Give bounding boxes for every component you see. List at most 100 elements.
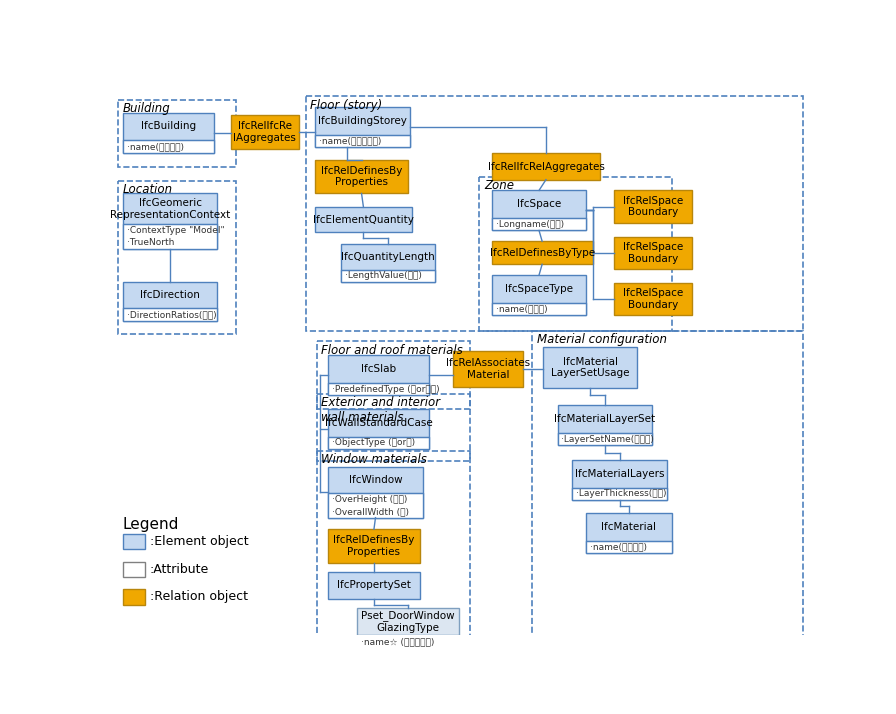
Bar [123,282,218,321]
Bar [306,96,804,331]
Text: Material configuration: Material configuration [537,333,667,346]
Text: ·LengthValue(階高): ·LengthValue(階高) [344,271,421,281]
Text: Legend: Legend [123,517,179,532]
Bar [573,460,667,500]
Bar [315,160,408,193]
Bar [123,561,144,577]
Text: :Attribute: :Attribute [150,563,210,575]
Bar [315,107,409,147]
Bar [357,635,460,648]
Bar [573,488,667,500]
Bar [328,355,429,396]
Text: IfcBuilding: IfcBuilding [141,121,196,131]
Text: IfcWindow: IfcWindow [349,475,402,485]
Text: :Relation object: :Relation object [150,590,248,603]
Text: Window materials: Window materials [322,453,427,466]
Bar [315,207,412,232]
Text: IfcRelIfcRe
IAggregates: IfcRelIfcRe IAggregates [233,121,296,143]
Text: Zone: Zone [484,178,514,192]
Bar [123,224,218,249]
Text: IfcQuantityLength: IfcQuantityLength [341,251,435,261]
Text: IfcRelDefinesBy
Properties: IfcRelDefinesBy Properties [333,536,415,557]
Text: IfcRelSpace
Boundary: IfcRelSpace Boundary [623,242,683,263]
Bar [123,141,214,153]
Bar [492,303,586,315]
Text: IfcWallStandardCase: IfcWallStandardCase [324,418,433,428]
Text: ·name(フロア名称): ·name(フロア名称) [319,136,382,146]
Text: Location: Location [123,183,173,196]
Text: IfcMaterial: IfcMaterial [601,522,657,532]
Bar [328,467,423,518]
Bar [123,193,218,249]
Text: ·name(建物名称): ·name(建物名称) [126,142,184,151]
Text: IfcMaterialLayerSet: IfcMaterialLayerSet [555,414,656,424]
Text: Pset_DoorWindow
GlazingType: Pset_DoorWindow GlazingType [361,610,455,633]
Bar [230,115,298,149]
Bar [492,241,592,264]
Text: :Element object: :Element object [150,535,248,548]
Bar [453,351,522,387]
Text: ·DirectionRatios(方位): ·DirectionRatios(方位) [126,310,216,319]
Text: IfcGeomeric
RepresentationContext: IfcGeomeric RepresentationContext [110,198,230,220]
Text: Building: Building [123,102,170,115]
Bar [316,341,470,409]
Text: IfcRelDefinesByType: IfcRelDefinesByType [489,248,595,258]
Bar [328,573,419,598]
Bar [557,433,652,446]
Bar [614,283,692,315]
Bar [315,135,409,147]
Text: ·LayerSetName(部材名): ·LayerSetName(部材名) [562,435,654,443]
Bar [492,218,586,231]
Text: IfcDirection: IfcDirection [140,290,200,300]
Bar [328,409,429,449]
Text: IfcRelSpace
Boundary: IfcRelSpace Boundary [623,196,683,217]
Bar [492,191,586,231]
Bar [479,176,671,331]
Text: Exterior and interior
wall materials: Exterior and interior wall materials [322,396,440,424]
Bar [123,308,218,321]
Bar [614,236,692,269]
Bar [492,154,600,180]
Bar [357,608,460,648]
Text: ·TrueNorth: ·TrueNorth [126,238,174,247]
Bar [118,99,236,167]
Text: ·name(室用途): ·name(室用途) [495,304,547,313]
Bar [614,191,692,223]
Text: Floor and roof materials: Floor and roof materials [322,343,463,356]
Bar [328,437,429,449]
Text: ·OverallWidth (幅): ·OverallWidth (幅) [332,507,409,516]
Bar [316,451,470,654]
Bar [328,383,429,396]
Text: IfcRelAssociates
Material: IfcRelAssociates Material [446,358,530,380]
Text: ·ObjectType (内or外): ·ObjectType (内or外) [332,438,415,448]
Bar [328,529,419,563]
Bar [123,113,214,153]
Text: ·LayerThickness(厚み): ·LayerThickness(厚み) [576,489,667,498]
Text: IfcPropertySet: IfcPropertySet [337,580,411,590]
Text: IfcRelSpace
Boundary: IfcRelSpace Boundary [623,288,683,310]
Bar [340,270,435,282]
Text: ·Longname(室名): ·Longname(室名) [495,220,564,228]
Text: ·OverHeight (高さ): ·OverHeight (高さ) [332,495,408,503]
Text: ·ContextType "Model": ·ContextType "Model" [126,226,224,235]
Text: ·name☆ (ガラス種類): ·name☆ (ガラス種類) [361,637,435,646]
Text: IfcRelIfcRelAggregates: IfcRelIfcRelAggregates [487,161,605,171]
Text: IfcMaterial
LayerSetUsage: IfcMaterial LayerSetUsage [551,357,629,378]
Bar [118,181,236,333]
Text: ·PredefinedType (床or屋根): ·PredefinedType (床or屋根) [332,385,440,393]
Bar [532,331,804,657]
Text: IfcElementQuantity: IfcElementQuantity [313,215,414,225]
Bar [328,493,423,518]
Bar [123,589,144,605]
Bar [543,348,637,388]
Text: ·name(部材種類): ·name(部材種類) [590,543,647,551]
Bar [586,540,671,553]
Bar [123,534,144,549]
Text: IfcSpaceType: IfcSpaceType [505,284,573,294]
Text: Floor (story): Floor (story) [310,99,383,112]
Bar [316,393,470,461]
Text: IfcBuildingStorey: IfcBuildingStorey [318,116,407,126]
Bar [340,243,435,282]
Text: IfcMaterialLayers: IfcMaterialLayers [575,469,664,479]
Text: IfcSlab: IfcSlab [361,364,396,374]
